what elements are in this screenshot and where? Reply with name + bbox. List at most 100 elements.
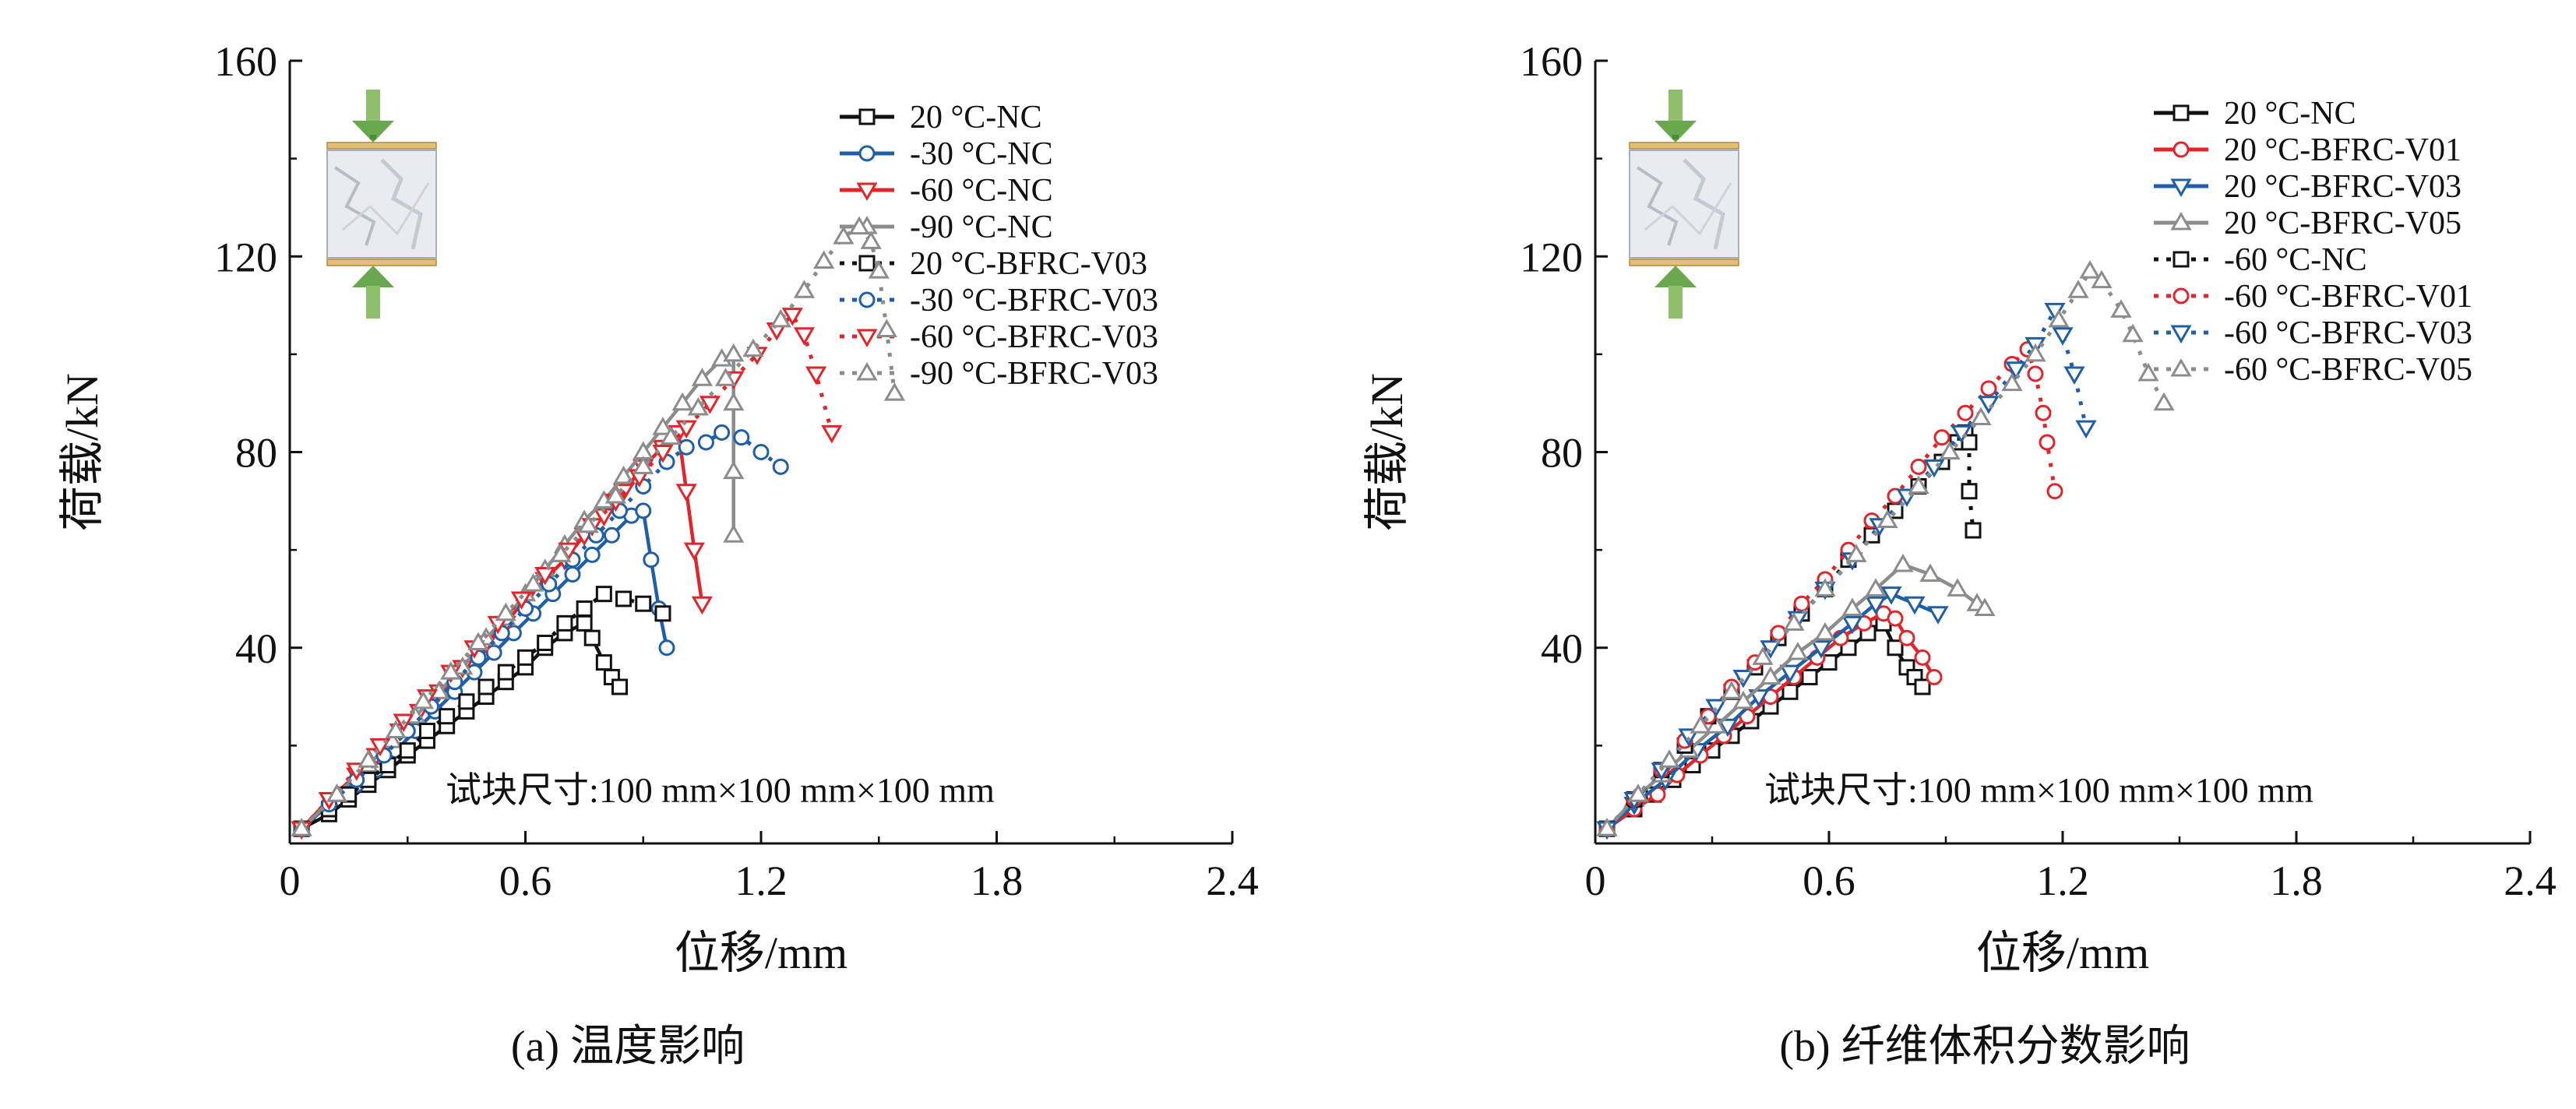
data-point xyxy=(2067,280,2089,298)
data-point xyxy=(2110,299,2132,318)
data-point xyxy=(2039,434,2056,451)
data-point xyxy=(1793,595,1810,612)
data-point xyxy=(1965,522,1982,539)
data-point xyxy=(671,392,693,411)
series-line xyxy=(300,430,782,831)
data-point xyxy=(2052,327,2074,346)
data-point xyxy=(723,460,745,480)
legend-label: -60 °C-NC xyxy=(910,173,1053,209)
data-point xyxy=(326,783,348,802)
data-point xyxy=(1919,563,1941,583)
data-point xyxy=(1904,596,1926,615)
legend-marker xyxy=(858,108,876,125)
data-point xyxy=(1760,666,1781,685)
y-tick-label: 120 xyxy=(1520,234,1583,280)
data-point xyxy=(1760,640,1781,659)
legend-label: -60 °C-BFRC-V03 xyxy=(910,319,1158,355)
data-point xyxy=(654,605,671,622)
data-point xyxy=(1732,690,1754,709)
data-point xyxy=(1951,424,1972,444)
legend-marker xyxy=(2173,287,2190,305)
x-tick-label: 1.2 xyxy=(2036,857,2089,904)
data-point xyxy=(643,551,660,569)
data-point xyxy=(1783,612,1805,631)
series xyxy=(293,586,671,837)
annotation-b: 试块尺寸:100 mm×100 mm×100 mm xyxy=(1764,770,2313,810)
legend-marker xyxy=(856,329,878,347)
data-point xyxy=(611,678,628,695)
specimen-illustration xyxy=(326,90,437,319)
data-point xyxy=(291,818,312,836)
legend-entry: -60 °C-BFRC-V01 xyxy=(2154,279,2472,315)
x-tick-label: 0 xyxy=(1585,857,1606,904)
data-point xyxy=(1961,483,1978,500)
data-point xyxy=(691,368,713,386)
data-point xyxy=(805,366,827,385)
data-point xyxy=(2079,260,2101,279)
panel-b: 0 0.6 1.2 1.8 2.4 40 80 120 160 位移/mm 荷载/kN 20 °C-N… xyxy=(1362,38,2557,1071)
legend-entry: -60 °C-BFRC-V03 xyxy=(2154,315,2472,351)
data-point xyxy=(1752,646,1774,665)
data-point xyxy=(510,591,533,610)
data-point xyxy=(2027,365,2044,382)
legend-entry: -60 °C-NC xyxy=(840,173,1053,209)
data-point xyxy=(485,644,502,661)
data-point xyxy=(1939,441,1961,459)
plot-area-b: 0 0.6 1.2 1.8 2.4 40 80 120 160 位移/mm 荷载/kN 20 °C-N… xyxy=(1362,38,2557,978)
data-point xyxy=(733,429,750,446)
data-point xyxy=(577,514,599,533)
data-point xyxy=(652,417,674,435)
data-point xyxy=(1978,396,2000,414)
series xyxy=(291,343,745,836)
legend-entry: 20 °C-BFRC-V03 xyxy=(2154,169,2461,205)
y-tick-label: 120 xyxy=(214,234,277,280)
data-point xyxy=(1865,596,1887,615)
y-tick-label: 40 xyxy=(1541,625,1583,672)
data-point xyxy=(1898,629,1915,646)
data-point xyxy=(1814,578,1836,597)
x-tick-label: 0.6 xyxy=(1802,857,1855,904)
legend-marker xyxy=(858,291,876,308)
data-point xyxy=(1732,669,1754,688)
legend-marker xyxy=(2170,325,2192,343)
legend-label: -30 °C-NC xyxy=(910,136,1053,172)
data-point xyxy=(821,424,843,444)
legend-label: -30 °C-BFRC-V03 xyxy=(910,283,1158,319)
data-point xyxy=(1748,689,1770,708)
legend-entry: 20 °C-BFRC-V05 xyxy=(2154,206,2461,241)
x-tick-label: 1.8 xyxy=(971,857,1024,904)
data-point xyxy=(868,260,890,279)
data-point xyxy=(583,629,601,646)
legend-label: 20 °C-BFRC-V03 xyxy=(910,246,1147,282)
legend-label: 20 °C-NC xyxy=(2224,96,2356,132)
data-point xyxy=(2153,392,2175,411)
legend-label: 20 °C-BFRC-V03 xyxy=(2224,169,2461,205)
legend-label: 20 °C-BFRC-V05 xyxy=(2224,206,2461,241)
data-point xyxy=(1957,404,1974,421)
data-point xyxy=(2075,420,2097,439)
data-point xyxy=(813,250,835,269)
x-tick-label: 0.6 xyxy=(499,857,552,904)
data-point xyxy=(1914,678,1931,695)
legend-label: -60 °C-BFRC-V03 xyxy=(2224,315,2472,351)
data-point xyxy=(678,438,695,456)
data-point xyxy=(697,434,714,451)
data-point xyxy=(2048,308,2070,328)
data-point xyxy=(1841,615,1863,635)
legend-label: 20 °C-BFRC-V01 xyxy=(2224,132,2461,168)
data-point xyxy=(1705,699,1727,718)
data-point xyxy=(385,720,407,739)
annotation-a: 试块尺寸:100 mm×100 mm×100 mm xyxy=(446,770,995,810)
legend-marker xyxy=(858,255,876,272)
data-point xyxy=(723,343,745,362)
data-point xyxy=(1781,683,1799,700)
data-point xyxy=(1865,578,1887,597)
data-point xyxy=(2046,483,2063,500)
data-point xyxy=(1910,458,1927,475)
data-point xyxy=(1914,649,1931,666)
legend-marker xyxy=(856,362,878,381)
data-point xyxy=(1908,475,1929,494)
data-point xyxy=(770,308,791,328)
data-point xyxy=(1810,640,1832,659)
data-point xyxy=(1933,429,1951,446)
